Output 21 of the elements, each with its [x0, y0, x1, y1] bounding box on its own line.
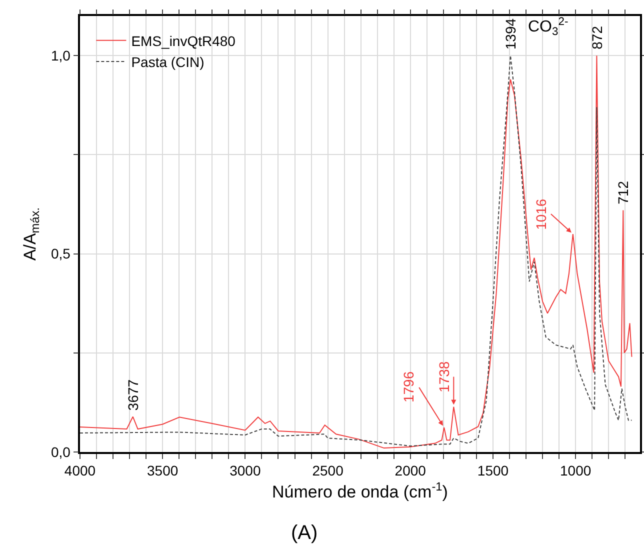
text: (A) — [291, 522, 318, 544]
annotation: 872 — [589, 26, 606, 50]
annotation: 1796 — [400, 371, 417, 403]
annotation: 1016 — [532, 198, 549, 230]
x-tick-label: 3000 — [230, 462, 261, 479]
x-tick-label: 2000 — [394, 462, 426, 479]
x-tick-label: 4000 — [64, 462, 96, 479]
annotation: 1394 — [502, 18, 518, 50]
annotation: 3677 — [125, 379, 142, 411]
y-tick-label: 0,5 — [50, 246, 71, 262]
legend-label: Pasta (CIN) — [131, 54, 204, 70]
x-tick-label: 2500 — [312, 462, 344, 479]
y-tick-label: 0,0 — [50, 444, 71, 460]
x-tick-label: 3500 — [147, 462, 178, 479]
legend-label: EMS_invQtR480 — [131, 32, 236, 49]
y-tick-label: 1,0 — [50, 48, 71, 64]
x-tick-label: 1000 — [560, 462, 592, 479]
x-tick-label: 1500 — [477, 462, 509, 479]
x-axis-title: Número de onda (cm$^{-1}$) — [272, 479, 448, 502]
annotation: 712 — [614, 180, 631, 204]
annotation: 1738 — [436, 361, 452, 392]
